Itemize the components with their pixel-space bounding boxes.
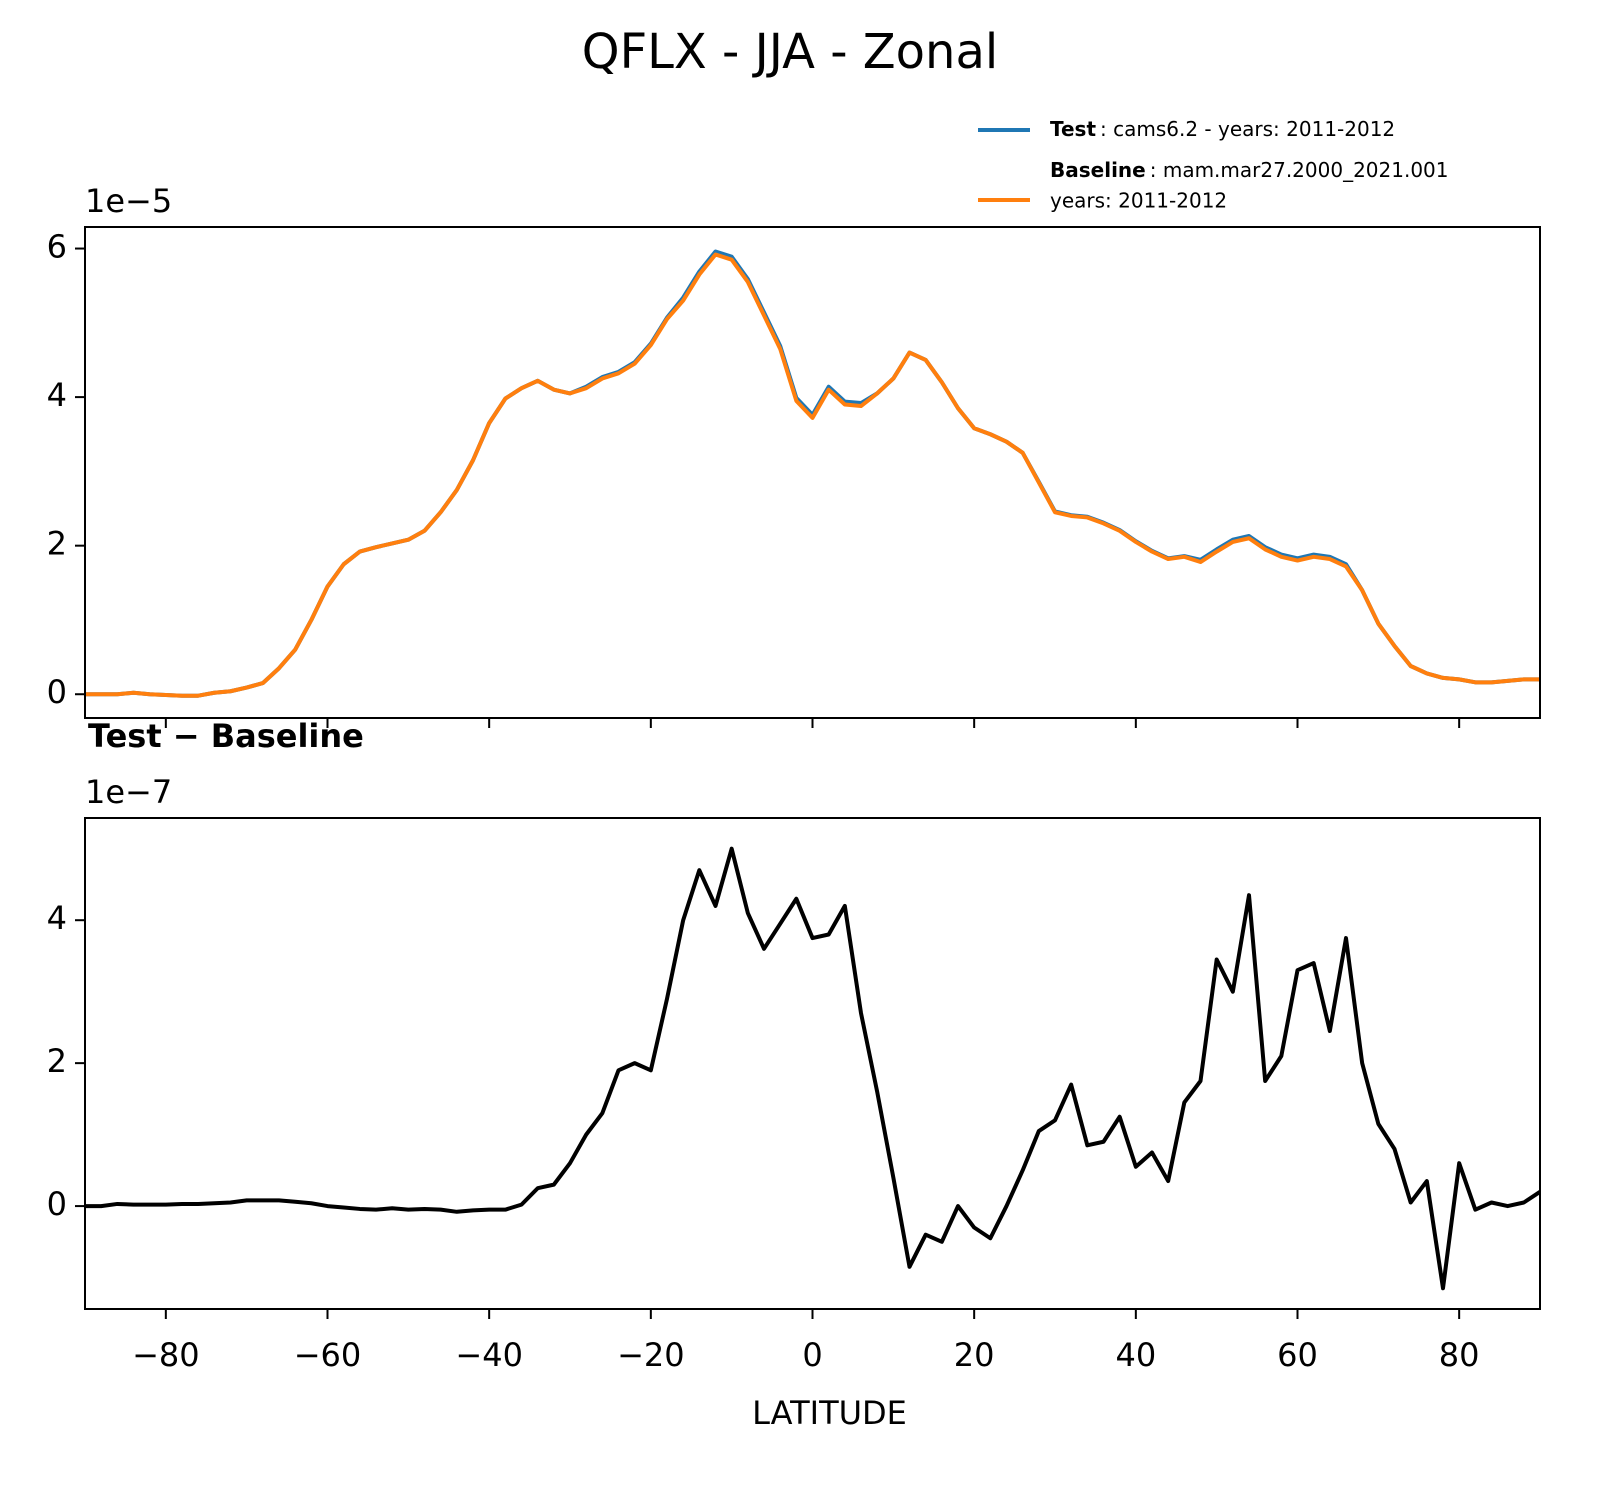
- x-tick-label: 20: [954, 1336, 995, 1374]
- x-tick-label: −80: [132, 1336, 200, 1374]
- x-tick-label: 40: [1115, 1336, 1156, 1374]
- legend-name: Baseline: [1050, 158, 1146, 182]
- y-offset-label: 1e−5: [85, 182, 172, 220]
- y-tick-label: 2: [47, 1042, 67, 1080]
- x-tick-label: −60: [294, 1336, 362, 1374]
- y-offset-label: 1e−7: [85, 773, 172, 811]
- y-tick-label: 0: [47, 1185, 67, 1223]
- legend-text: : cams6.2 - years: 2011-2012: [1100, 117, 1395, 141]
- x-axis-label: LATITUDE: [752, 1394, 907, 1432]
- legend-name: Test: [1050, 117, 1096, 141]
- axes-title: Test − Baseline: [88, 717, 364, 755]
- y-tick-label: 0: [47, 673, 67, 711]
- figure-title: QFLX - JJA - Zonal: [582, 24, 998, 80]
- y-tick-label: 4: [47, 899, 67, 937]
- x-tick-label: 0: [802, 1336, 822, 1374]
- y-tick-label: 6: [47, 228, 67, 266]
- axes-frame: [84, 226, 1541, 719]
- data-line: [85, 252, 1540, 698]
- legend-label: Test: cams6.2 - years: 2011-2012: [1050, 117, 1395, 141]
- x-tick-label: −40: [455, 1336, 523, 1374]
- legend-label: Baseline: mam.mar27.2000_2021.001: [1050, 158, 1449, 182]
- plot-area: [85, 846, 1540, 1291]
- x-tick-label: 80: [1439, 1336, 1480, 1374]
- axes-frame: [84, 817, 1541, 1310]
- x-tick-label: −20: [617, 1336, 685, 1374]
- legend-text: : mam.mar27.2000_2021.001: [1150, 158, 1449, 182]
- plot-area: [85, 249, 1540, 698]
- y-tick-label: 2: [47, 525, 67, 563]
- data-line: [85, 846, 1540, 1291]
- x-tick-label: 60: [1277, 1336, 1318, 1374]
- legend-text: years: 2011-2012: [1050, 189, 1227, 213]
- y-tick-label: 4: [47, 376, 67, 414]
